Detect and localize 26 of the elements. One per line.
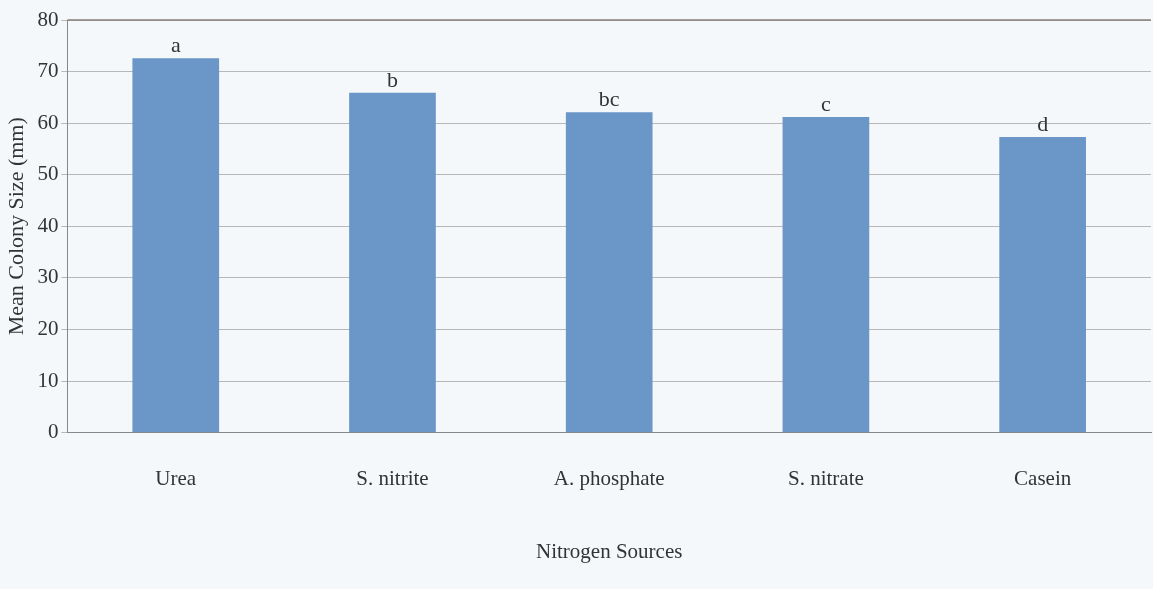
y-tick-label: 30 (37, 264, 59, 289)
bar (565, 112, 653, 433)
annotation: d (1037, 110, 1049, 136)
x-axis-title: Nitrogen Sources (536, 538, 683, 563)
x-tick-label: Urea (155, 465, 197, 490)
annotation: a (170, 31, 181, 57)
x-tick-label: S. nitrate (788, 465, 864, 490)
y-axis-title: Mean Colony Size (mm) (2, 117, 28, 336)
y-tick-label: 40 (37, 212, 59, 237)
bar (132, 58, 220, 433)
annotation: b (386, 66, 398, 92)
y-tick-label: 60 (37, 109, 59, 134)
y-tick-label: 70 (37, 58, 59, 83)
annotation: bc (598, 86, 620, 112)
annotation: c (821, 90, 832, 116)
y-tick-label: 50 (37, 161, 59, 186)
x-tick-label: S. nitrite (356, 465, 429, 490)
bar (782, 116, 870, 433)
y-tick-label: 80 (37, 6, 59, 31)
bar (349, 92, 436, 433)
x-tick-label: Casein (1014, 465, 1072, 490)
bar (999, 137, 1086, 433)
y-tick-label: 20 (37, 315, 59, 340)
y-tick-label: 10 (37, 367, 59, 392)
y-tick-label: 0 (47, 419, 59, 444)
x-tick-label: A. phosphate (553, 465, 665, 490)
